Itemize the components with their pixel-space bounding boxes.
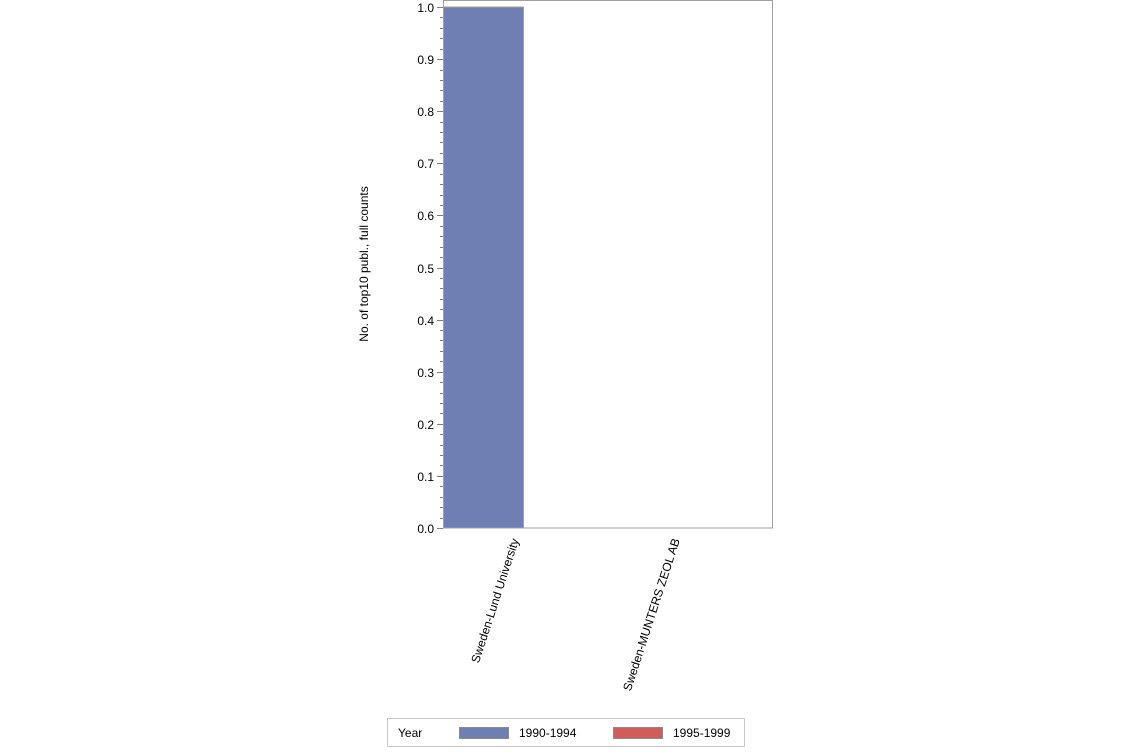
bar-1990-1994 (443, 6, 524, 529)
y-tick-label: 0.7 (417, 157, 434, 171)
x-tick-label: Sweden-Lund University (468, 537, 522, 665)
legend-label-1990-1994: 1990-1994 (519, 726, 577, 740)
plot-frame (443, 0, 773, 529)
y-tick-label: 0.4 (417, 314, 434, 328)
y-tick-label: 0.6 (417, 209, 434, 223)
x-axis-labels: Sweden-Lund University Sweden-MUNTERS ZEO… (468, 537, 683, 693)
legend-label-1995-1999: 1995-1999 (673, 726, 731, 740)
y-tick-label: 0.0 (417, 522, 434, 536)
y-tick-label: 0.2 (417, 418, 434, 432)
bars (443, 6, 524, 529)
y-tick-label: 0.3 (417, 366, 434, 380)
y-tick-label: 0.9 (417, 53, 434, 67)
legend-title: Year (398, 726, 423, 740)
y-tick-label: 0.5 (417, 262, 434, 276)
x-tick-label: Sweden-MUNTERS ZEOL AB (620, 537, 683, 693)
legend-swatch-1995-1999 (613, 727, 663, 739)
legend-swatch-1990-1994 (459, 727, 509, 739)
y-tick-label: 1.0 (417, 1, 434, 15)
y-tick-label: 0.8 (417, 105, 434, 119)
legend: Year 1990-1994 1995-1999 (387, 718, 745, 747)
y-axis: 0.0 0.1 0.2 0.3 0.4 0.5 0.6 0.7 0.8 0.9 1.0 (417, 0, 444, 536)
y-tick-label: 0.1 (417, 470, 434, 484)
y-axis-label: No. of top10 publ., full counts (357, 186, 371, 341)
